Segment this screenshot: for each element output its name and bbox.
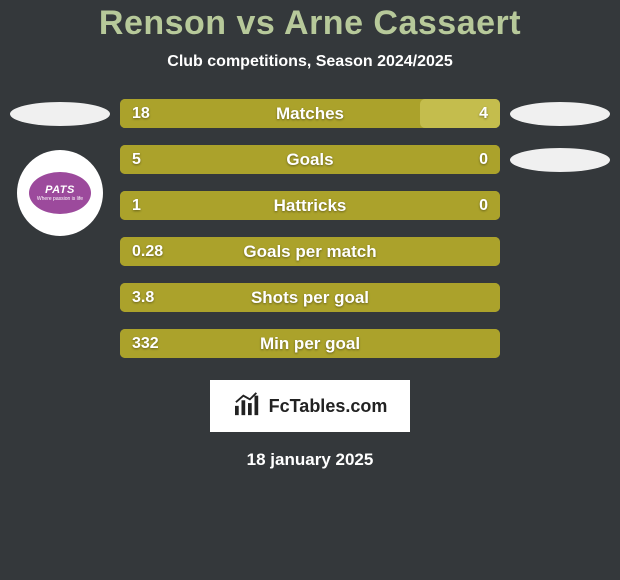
stat-bar-left-fill [120,99,420,128]
club-logo-text: PATS [45,184,75,196]
stat-value-left: 332 [132,335,159,353]
date-text: 18 january 2025 [0,450,620,470]
player-badge-ellipse [510,102,610,126]
stat-value-left: 18 [132,105,150,123]
stat-value-left: 0.28 [132,243,163,261]
chart-icon [233,391,263,422]
stat-row: 3.8 Shots per goal [10,283,610,312]
stat-bar: 0.28 Goals per match [120,237,500,266]
footer-brand-badge: FcTables.com [210,380,410,432]
stat-value-right: 0 [479,151,488,169]
stat-label: Matches [276,104,344,124]
stat-rows: 18 4 Matches PATSWhere passion is life 5 0 Goa… [0,99,620,358]
stat-bar: 5 0 Goals [120,145,500,174]
stat-label: Min per goal [260,334,360,354]
stat-value-right: 4 [479,105,488,123]
club-logo: PATSWhere passion is life [17,150,103,236]
stat-value-right: 0 [479,197,488,215]
stat-label: Shots per goal [251,288,369,308]
left-badge-slot [10,102,110,126]
stat-bar: 332 Min per goal [120,329,500,358]
right-badge-slot [510,102,610,126]
stat-bar-right-fill [420,99,500,128]
right-badge-slot [510,148,610,172]
stat-row: PATSWhere passion is life50Goals [10,145,610,174]
subtitle: Club competitions, Season 2024/2025 [0,53,620,71]
stat-bar: 18 4 Matches [120,99,500,128]
stat-label: Goals per match [243,242,376,262]
club-logo-tagline: Where passion is life [37,196,83,202]
stat-row: 0.28 Goals per match [10,237,610,266]
stat-value-left: 1 [132,197,141,215]
stat-row: 332 Min per goal [10,329,610,358]
stat-label: Hattricks [274,196,347,216]
player-badge-ellipse [10,102,110,126]
infographic-container: Renson vs Arne Cassaert Club competition… [0,0,620,470]
page-title: Renson vs Arne Cassaert [0,4,620,43]
stat-value-left: 3.8 [132,289,154,307]
player-badge-ellipse [510,148,610,172]
stat-bar: 1 0 Hattricks [120,191,500,220]
stat-row: 18 4 Matches [10,99,610,128]
stat-label: Goals [286,150,333,170]
stat-bar: 3.8 Shots per goal [120,283,500,312]
stat-value-left: 5 [132,151,141,169]
footer-brand-text: FcTables.com [269,396,388,417]
